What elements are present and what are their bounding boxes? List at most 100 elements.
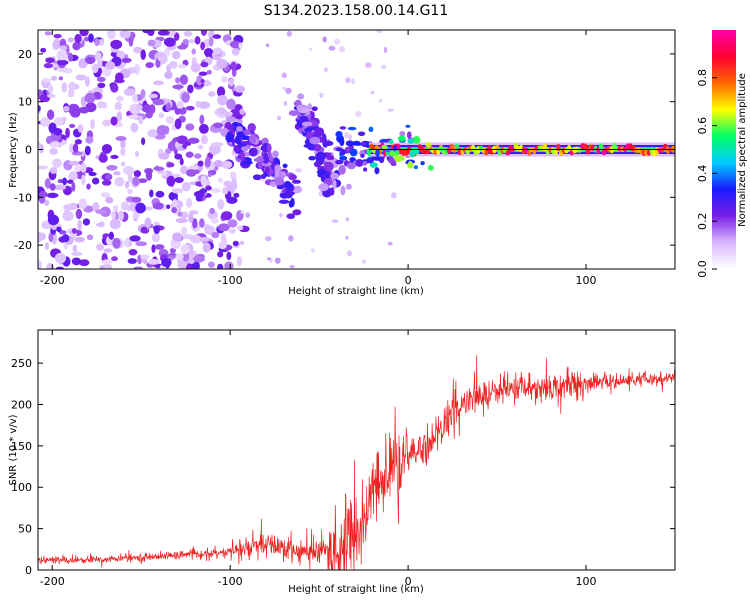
- noise-blob: [190, 62, 201, 73]
- noise-blob: [345, 217, 350, 222]
- noise-blob: [164, 71, 173, 80]
- spectrogram-ytick-label: 0: [25, 144, 32, 157]
- noise-blob: [355, 110, 362, 118]
- noise-blob: [171, 207, 178, 214]
- noise-blob: [120, 201, 130, 211]
- noise-blob: [171, 187, 184, 194]
- noise-blob: [110, 116, 118, 126]
- snr-ytick-label: 0: [25, 564, 32, 577]
- noise-blob: [137, 178, 148, 184]
- streak-blob: [262, 155, 270, 164]
- snr-ylabel: SNR (10 * v/v): [8, 414, 19, 485]
- noise-blob: [68, 160, 80, 166]
- streak-blob: [257, 162, 263, 170]
- noise-blob: [351, 78, 355, 85]
- noise-blob: [282, 86, 286, 90]
- noise-blob: [56, 226, 62, 233]
- noise-blob: [68, 81, 77, 91]
- noise-blob: [345, 77, 351, 83]
- noise-blob: [72, 41, 81, 51]
- noise-blob: [192, 261, 200, 269]
- noise-blob: [295, 168, 302, 173]
- noise-blob: [102, 263, 113, 269]
- noise-blob: [198, 71, 208, 76]
- transition-blob: [413, 165, 419, 170]
- noise-blob: [67, 88, 75, 98]
- noise-blob: [141, 137, 146, 146]
- noise-blob: [158, 152, 170, 160]
- noise-blob: [198, 101, 211, 109]
- noise-blob: [190, 234, 202, 244]
- streak-blob: [330, 187, 335, 196]
- noise-blob: [174, 153, 183, 160]
- noise-blob: [348, 134, 353, 141]
- noise-blob: [79, 259, 90, 267]
- streak-blob: [288, 174, 297, 181]
- noise-blob: [370, 90, 375, 95]
- noise-blob: [192, 218, 198, 229]
- colorbar-tick-label: 0.8: [696, 69, 709, 87]
- noise-blob: [204, 156, 211, 168]
- colorbar-tick-label: 0.4: [696, 165, 709, 183]
- noise-blob: [114, 101, 122, 111]
- spectrogram-xtick-label: -200: [40, 274, 65, 287]
- noise-blob: [53, 38, 61, 50]
- noise-blob: [63, 105, 70, 112]
- transition-blob: [339, 126, 347, 130]
- noise-blob: [110, 39, 123, 50]
- noise-blob: [127, 172, 133, 183]
- noise-blob: [286, 30, 292, 37]
- streak-blob: [212, 122, 224, 129]
- noise-blob: [187, 84, 194, 94]
- noise-blob: [128, 240, 133, 247]
- noise-blob: [200, 61, 209, 68]
- spectrogram-ytick-label: 10: [18, 96, 32, 109]
- noise-blob: [211, 142, 224, 147]
- noise-blob: [228, 111, 233, 116]
- noise-blob: [53, 117, 65, 126]
- streak-blob: [234, 135, 242, 145]
- noise-blob: [185, 151, 194, 158]
- noise-blob: [74, 139, 83, 145]
- streak-blob: [241, 140, 251, 145]
- transition-blob: [368, 126, 374, 133]
- noise-blob: [188, 39, 195, 44]
- noise-blob: [116, 50, 126, 59]
- noise-blob: [140, 254, 150, 259]
- noise-blob: [199, 114, 205, 125]
- noise-blob: [112, 237, 121, 249]
- noise-blob: [96, 243, 104, 251]
- noise-blob: [120, 138, 126, 149]
- noise-blob: [223, 180, 233, 187]
- noise-blob: [46, 192, 59, 199]
- carrier-blob: [381, 144, 388, 150]
- streak-blob: [338, 164, 346, 175]
- carrier-blob: [505, 150, 510, 156]
- streak-blob: [266, 143, 272, 154]
- noise-blob: [105, 196, 114, 204]
- snr-ytick-label: 150: [11, 440, 32, 453]
- noise-blob: [202, 242, 211, 253]
- noise-blob: [98, 154, 108, 163]
- noise-blob: [331, 219, 339, 223]
- noise-blob: [212, 34, 222, 39]
- noise-blob: [107, 30, 116, 40]
- noise-blob: [95, 209, 107, 215]
- streak-blob: [286, 181, 293, 191]
- noise-blob: [217, 94, 228, 106]
- noise-blob: [229, 171, 237, 180]
- streak-blob: [225, 116, 236, 123]
- noise-blob: [86, 183, 91, 190]
- snr-panel: -200 -100 0 100 0 50 100 150 200 250 Height of st…: [8, 329, 676, 595]
- streak-blob: [225, 133, 234, 143]
- noise-blob: [226, 98, 236, 110]
- streak-blob: [274, 164, 282, 173]
- streak-blob: [307, 103, 313, 112]
- noise-blob: [200, 78, 205, 84]
- noise-blob: [323, 67, 328, 73]
- noise-blob: [322, 36, 327, 43]
- noise-blob: [380, 64, 387, 69]
- noise-blob: [206, 69, 212, 75]
- noise-blob: [156, 125, 169, 136]
- noise-blob: [203, 47, 214, 57]
